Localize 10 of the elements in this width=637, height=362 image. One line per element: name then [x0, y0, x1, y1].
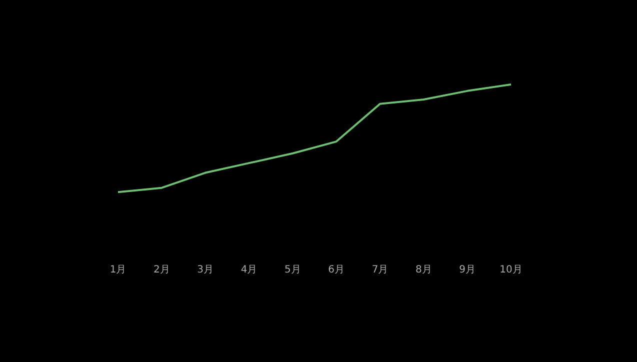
- x-tick-label: 2月: [153, 264, 170, 276]
- x-tick-label: 4月: [240, 264, 258, 276]
- x-tick-label: 3月: [197, 264, 214, 276]
- x-tick-label: 7月: [372, 264, 388, 276]
- x-tick-label: 10月: [500, 264, 522, 276]
- x-tick-label: 8月: [415, 264, 432, 276]
- x-tick-label: 1月: [110, 264, 126, 276]
- x-tick-label: 9月: [459, 264, 476, 276]
- x-tick-label: 6月: [328, 264, 345, 276]
- x-tick-label: 5月: [284, 264, 301, 276]
